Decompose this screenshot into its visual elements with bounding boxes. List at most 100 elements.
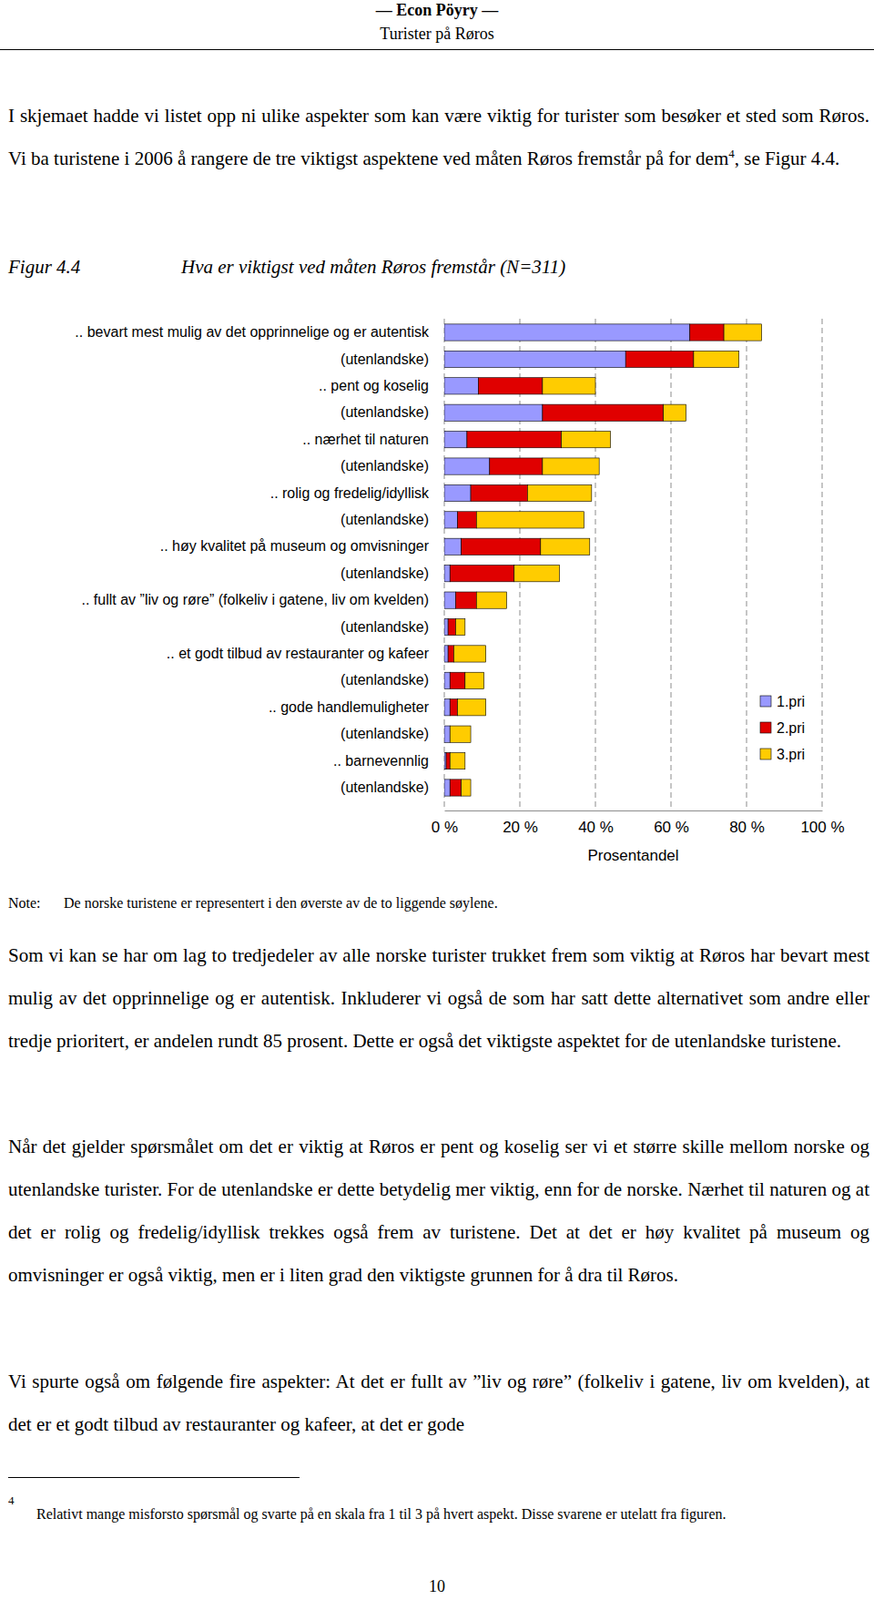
bar-segment [449,752,466,769]
bar-segment [444,699,450,716]
y-tick: (utenlandske) [340,671,429,688]
bar-segment [455,591,477,609]
bar-segment [465,671,485,689]
bar-segment [542,377,596,395]
y-tick: .. bevart mest mulig av det opprinnelige… [74,324,430,340]
bar-segment [444,511,458,529]
x-tick: 100 % [800,810,844,836]
x-tick-label: 40 % [578,818,614,836]
y-tick-label: .. nærhet til naturen [302,431,429,448]
bar-segment [690,324,724,341]
y-tick: .. gode handlemuligheter [268,699,430,715]
y-tick: .. rolig og fredelig/idyllisk [270,485,430,501]
bar-segment [457,511,478,529]
header-org: — Econ Pöyry — [0,0,874,21]
header-rule [0,49,874,51]
y-tick: (utenlandske) [340,404,429,420]
bar-segment [444,565,450,582]
y-tick-label: .. gode handlemuligheter [268,699,430,715]
y-tick-label: .. fullt av ”liv og røre” (folkeliv i ga… [81,591,429,608]
chart-title: Hva er viktigst ved måten Røros fremstår… [181,254,566,280]
grid-line [822,318,824,811]
x-tick: 0 % [431,810,458,836]
bar-segment [444,725,450,742]
footnote-text: Relativt mange misforsto spørsmål og sva… [36,1504,872,1525]
series [446,324,724,796]
bar-segment [447,618,456,635]
legend-label: 2.pri [776,720,805,736]
bar-segment [476,591,507,609]
note-text: De norske turistene er representert i de… [63,893,498,914]
x-tick-label: 80 % [729,818,765,836]
bar-segment [444,350,626,367]
bar-segment [470,484,528,501]
y-tick: .. barnevennlig [333,752,429,769]
figure-label: Figur 4.4 [8,254,81,280]
y-tick-label: (utenlandske) [340,404,429,420]
bar-segment [444,591,456,609]
x-tick: 60 % [653,810,690,836]
bar-segment [625,350,694,367]
y-tick-label: (utenlandske) [340,565,429,581]
y-tick-label: (utenlandske) [340,725,429,742]
bar-segment [467,431,562,448]
y-tick: (utenlandske) [340,725,429,742]
bar-segment [449,779,461,796]
y-tick: .. fullt av ”liv og røre” (folkeliv i ga… [81,591,429,608]
bar-segment [476,511,584,529]
y-tick-label: .. rolig og fredelig/idyllisk [270,485,430,501]
footnote-marker: 4 [8,1493,15,1508]
y-tick-label: (utenlandske) [340,671,429,688]
bar-segment [444,671,450,689]
bar-segment [527,484,592,501]
bar-segment [444,484,471,501]
legend: 1.pri2.pri3.pri [760,693,805,763]
series [449,324,762,796]
bar-segment [489,457,543,475]
y-tick: (utenlandske) [340,565,429,581]
y-tick-label: (utenlandske) [340,351,429,367]
paragraph-text: , se Figur 4.4. [734,147,841,170]
bar-segment [449,671,466,689]
x-tick-label: 60 % [653,818,690,836]
y-tick-label: .. pent og koselig [318,377,429,394]
x-tick: 20 % [502,810,539,836]
series [444,324,691,796]
bar-segment [444,404,543,421]
bar-segment [449,725,471,742]
paragraph: Når det gjelder spørsmålet om det er vik… [8,1125,870,1297]
bar-segment [540,538,590,555]
bar-segment [444,324,691,341]
grid [444,318,823,811]
footnote-ref: 4 [728,146,735,161]
paragraph: Som vi kan se har om lag to tredjedeler … [8,934,870,1063]
legend-label: 3.pri [776,746,805,763]
x-tick-label: 20 % [502,818,539,836]
bar-segment [663,404,687,421]
bar-segment [447,645,454,662]
legend-swatch [760,721,772,733]
bar-segment [444,377,478,395]
footnote-rule [8,1476,300,1478]
chart: .. bevart mest mulig av det opprinnelige… [0,300,874,884]
bar-segment [444,645,448,662]
y-axis: .. bevart mest mulig av det opprinnelige… [74,324,430,795]
x-axis-title: Prosentandel [587,846,679,864]
y-tick-label: .. barnevennlig [333,752,429,769]
bar-segment [542,404,664,421]
x-axis-line [445,810,824,812]
paragraph: I skjemaet hadde vi listet opp ni ulike … [8,94,870,181]
bar-segment [514,565,560,582]
y-tick-label: .. bevart mest mulig av det opprinnelige… [74,324,430,340]
bar-segment [444,538,462,555]
y-tick: .. nærhet til naturen [302,431,429,448]
x-tick: 40 % [578,810,614,836]
y-tick: (utenlandske) [340,457,429,474]
y-tick: (utenlandske) [340,351,429,367]
page: — Econ Pöyry —Turister på RørosI skjemae… [0,0,874,1600]
bar-segment [723,324,763,341]
bar-segment [453,645,486,662]
y-tick-label: (utenlandske) [340,619,429,635]
paragraph: Vi spurte også om følgende fire aspekter… [8,1360,870,1446]
y-tick: .. pent og koselig [318,377,429,394]
